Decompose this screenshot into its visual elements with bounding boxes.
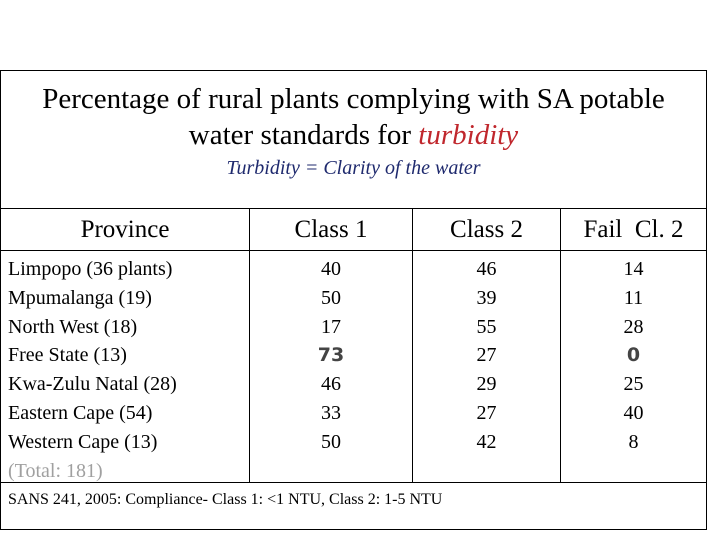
- fail-cell: 8: [628, 430, 639, 453]
- class-2-cell: 39: [476, 286, 497, 309]
- class-1-cell: 46: [321, 373, 341, 396]
- class-2-cell: 27: [476, 401, 497, 424]
- province-cell: Free State (13): [8, 344, 127, 367]
- province-cell: Eastern Cape (54): [8, 401, 153, 424]
- class-1-cell: 50: [321, 286, 341, 309]
- province-cell: Kwa-Zulu Natal (28): [8, 373, 177, 396]
- class-1-cell: 73: [317, 344, 345, 367]
- class-1-cell: 50: [321, 430, 341, 453]
- province-cell: Mpumalanga (19): [8, 286, 152, 309]
- footer-note: SANS 241, 2005: Compliance- Class 1: <1 …: [8, 491, 443, 508]
- class-1-cell: 17: [321, 315, 341, 338]
- fail-cell: 14: [623, 258, 644, 280]
- column-class-1: Class 1 40 50 17 73 46 33 50: [249, 208, 412, 482]
- class-1-cell: 40: [321, 258, 341, 280]
- title-highlight-word: turbidity: [418, 119, 519, 151]
- header-class-2: Class 2: [450, 216, 523, 243]
- fail-cell: 25: [623, 373, 644, 396]
- title-line-1: Percentage of rural plants complying wit…: [42, 83, 665, 115]
- class-2-cell: 42: [476, 430, 497, 453]
- class-2-cell: 55: [476, 315, 497, 338]
- title-line-2: water standards for turbidity: [1, 119, 706, 151]
- province-cell: Limpopo (36 plants): [8, 258, 173, 280]
- header-class-1: Class 1: [294, 216, 368, 243]
- fail-cell: 0: [626, 344, 641, 367]
- fail-cell: 28: [623, 315, 644, 338]
- fail-cell: 11: [623, 286, 644, 309]
- class-1-cell: 33: [321, 401, 341, 424]
- column-class-2: Class 2 46 39 55 27 29 27 42: [412, 208, 560, 482]
- province-cell: Western Cape (13): [8, 430, 158, 453]
- header-province: Province: [80, 216, 170, 243]
- slide-table-frame: Percentage of rural plants complying wit…: [0, 70, 707, 530]
- header-fail-class-2: Fail Cl. 2: [583, 216, 684, 243]
- column-fail-class-2: Fail Cl. 2 14 11 28 0 25 40 8: [560, 208, 706, 482]
- title-box: Percentage of rural plants complying wit…: [1, 71, 706, 209]
- total-cell: (Total: 181): [8, 459, 103, 482]
- province-cell: North West (18): [8, 315, 138, 338]
- subtitle: Turbidity = Clarity of the water: [226, 157, 481, 179]
- fail-cell: 40: [623, 401, 644, 424]
- column-province: Province Limpopo (36 plants) Mpumalanga …: [1, 208, 249, 482]
- title-line-2-prefix: water standards for: [188, 119, 419, 151]
- class-2-cell: 29: [476, 373, 497, 396]
- class-2-cell: 27: [476, 344, 497, 367]
- class-2-cell: 46: [476, 258, 497, 280]
